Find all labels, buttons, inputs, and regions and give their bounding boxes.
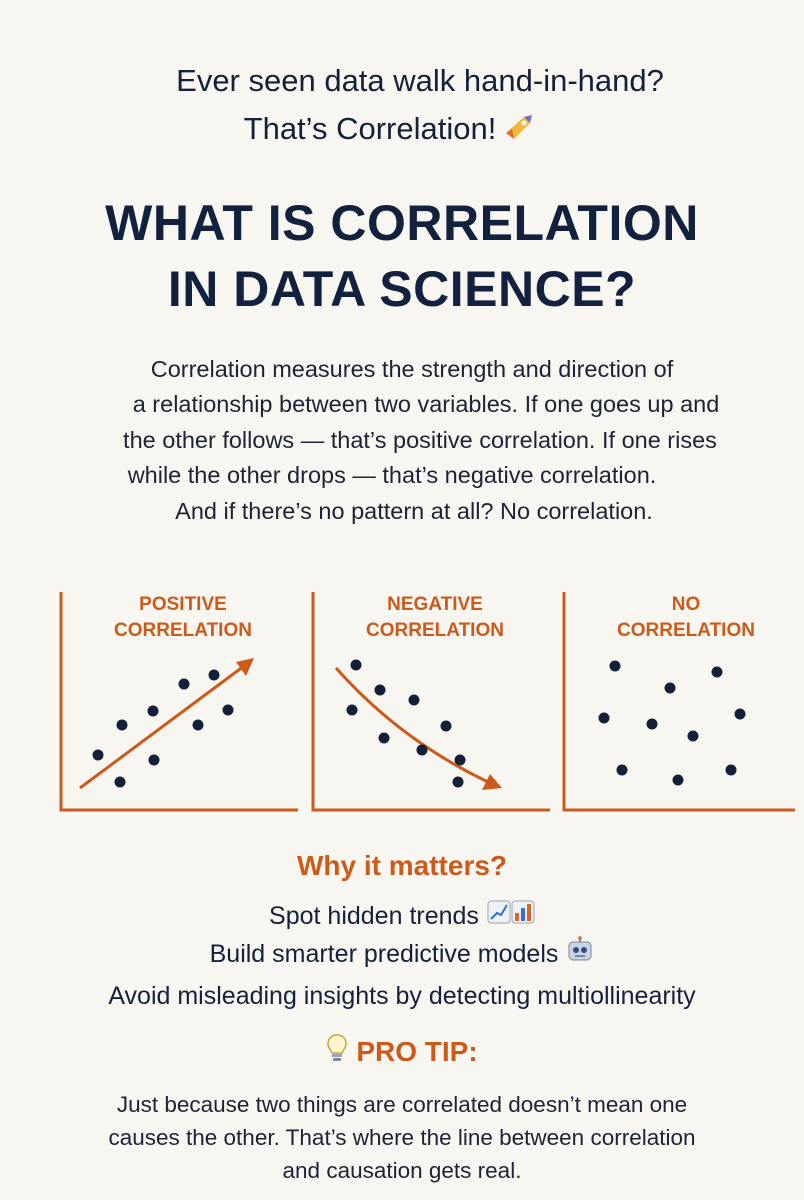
positive-label-line2: CORRELATION	[114, 620, 252, 641]
description-line4: while the other drops — that’s negative …	[127, 462, 657, 488]
negative-dot	[440, 720, 452, 732]
negative-dot	[378, 732, 390, 744]
positive-trend-arrow	[236, 658, 254, 676]
negative-trend-arrow	[482, 774, 502, 790]
pro-tip-line3: and causation gets real.	[282, 1158, 522, 1183]
no-correlation-dot	[609, 660, 621, 672]
negative-dot	[346, 704, 358, 716]
positive-dot	[192, 719, 204, 731]
chart-increasing-icon	[487, 899, 535, 935]
no-correlation-dot	[734, 708, 746, 720]
negative-correlation-plot	[311, 592, 550, 812]
no-correlation-dot	[598, 712, 610, 724]
negative-trend-line	[334, 667, 489, 784]
no-correlation-dot	[725, 764, 737, 776]
no-correlation-dot	[646, 718, 658, 730]
no-correlation-panel: NO CORRELATION	[561, 590, 804, 820]
tagline-line2: That’s Correlation!	[0, 108, 792, 152]
positive-correlation-panel: POSITIVE CORRELATION	[58, 590, 308, 820]
negative-axes	[311, 592, 550, 812]
positive-dot	[114, 776, 126, 788]
no-correlation-dot	[616, 764, 628, 776]
why-it-matters-heading: Why it matters?	[296, 850, 508, 881]
positive-dot	[92, 749, 104, 761]
positive-dot	[222, 704, 234, 716]
description-line5: And if there’s no pattern at all? No cor…	[175, 498, 653, 524]
pro-tip-heading: PRO TIP:	[0, 1032, 804, 1074]
negative-label-line2: CORRELATION	[366, 620, 504, 641]
negative-dot	[452, 776, 464, 788]
no-correlation-plot	[562, 592, 795, 812]
pro-tip-line1: Just because two things are correlated d…	[116, 1092, 688, 1117]
why-item-trends-text: Spot hidden trends	[269, 902, 479, 930]
negative-label-line1: NEGATIVE	[387, 594, 483, 615]
negative-dot	[454, 754, 466, 766]
positive-dot	[148, 754, 160, 766]
positive-label-line1: POSITIVE	[139, 594, 227, 615]
why-item-insights: Avoid misleading insights by detecting m…	[108, 982, 696, 1010]
why-item-trends: Spot hidden trends	[0, 898, 804, 935]
positive-trend-line	[79, 664, 245, 790]
negative-correlation-panel: NEGATIVE CORRELATION	[310, 590, 560, 820]
positive-dot	[147, 705, 159, 717]
robot-icon	[566, 936, 594, 974]
rocket-icon	[502, 110, 536, 152]
description-line2: a relationship between two variables. If…	[132, 391, 720, 417]
tagline-line2-text: That’s Correlation!	[243, 111, 497, 146]
positive-dot	[208, 669, 220, 681]
no-correlation-dot	[687, 730, 699, 742]
page-title-line1: WHAT IS CORRELATION	[105, 195, 699, 251]
negative-dot	[408, 694, 420, 706]
description-line3: the other follows — that’s positive corr…	[123, 427, 717, 453]
negative-dot	[350, 659, 362, 671]
no-correlation-dot	[711, 666, 723, 678]
why-item-models: Build smarter predictive models	[0, 936, 804, 974]
page-title-line2: IN DATA SCIENCE?	[167, 261, 637, 317]
description-line1: Correlation measures the strength and di…	[150, 356, 674, 382]
lightbulb-icon	[326, 1033, 348, 1074]
no-correlation-axes	[562, 592, 795, 812]
pro-tip-line2: causes the other. That’s where the line …	[108, 1125, 696, 1150]
no-correlation-dot	[664, 682, 676, 694]
no-correlation-dot	[672, 774, 684, 786]
negative-dot	[416, 744, 428, 756]
no-correlation-label-line2: CORRELATION	[617, 620, 755, 641]
why-item-models-text: Build smarter predictive models	[209, 940, 559, 968]
positive-dot	[116, 719, 128, 731]
tagline-line1: Ever seen data walk hand-in-hand?	[176, 63, 664, 98]
negative-dot	[374, 684, 386, 696]
positive-dot	[178, 678, 190, 690]
positive-axes	[59, 592, 298, 812]
no-correlation-label-line1: NO	[671, 594, 701, 615]
positive-correlation-plot	[59, 592, 298, 812]
pro-tip-heading-text: PRO TIP:	[356, 1036, 478, 1067]
